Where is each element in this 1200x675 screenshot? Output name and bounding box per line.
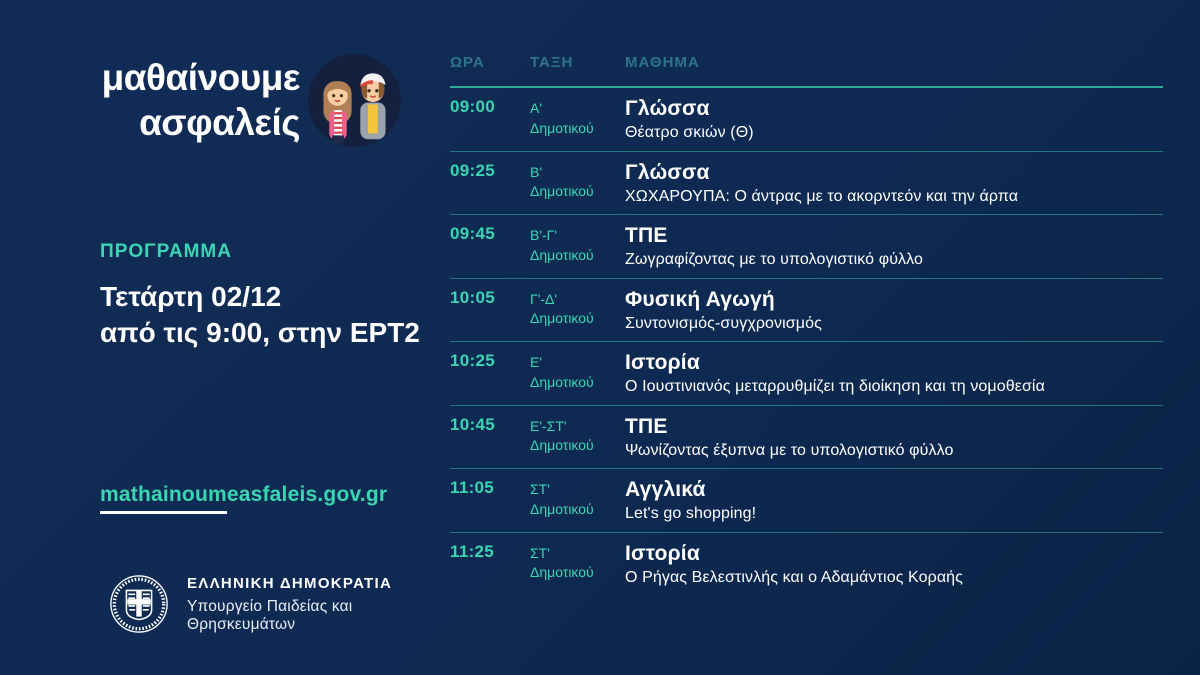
level-label: Δημοτικού — [530, 437, 594, 454]
table-row: 09:25 Β' Δημοτικού Γλώσσα ΧΩΧΑΡΟΥΠΑ: Ο ά… — [450, 152, 1163, 215]
government-footer: ΕΛΛΗΝΙΚΗ ΔΗΜΟΚΡΑΤΙΑ Υπουργείο Παιδείας κ… — [108, 572, 430, 636]
time-cell: 10:25 — [450, 351, 495, 370]
broadcast-date: Τετάρτη 02/12 — [100, 281, 282, 312]
level-label: Δημοτικού — [530, 500, 594, 517]
class-cell: Ε' Δημοτικού — [530, 351, 625, 405]
class-cell: Α' Δημοτικού — [530, 97, 625, 151]
lesson-cell: Γλώσσα Θέατρο σκιών (Θ) — [625, 97, 1163, 151]
topic-subtitle: Ψωνίζοντας έξυπνα με το υπολογιστικό φύλ… — [625, 441, 954, 459]
lesson-cell: Αγγλικά Let's go shopping! — [625, 478, 1163, 532]
topic-subtitle: Let's go shopping! — [625, 505, 757, 523]
grade-label: Β' — [530, 163, 543, 180]
schedule-table: ΩΡΑ ΤΑΞΗ ΜΑΘΗΜΑ 09:00 Α' Δημοτικού Γλώσσ… — [450, 50, 1163, 596]
subject-title: Γλώσσα — [625, 97, 710, 120]
lesson-cell: ΤΠΕ Ψωνίζοντας έξυπνα με το υπολογιστικό… — [625, 415, 1163, 469]
program-logo: μαθαίνουμε ασφαλείς — [100, 52, 403, 149]
subject-title: Ιστορία — [625, 351, 700, 374]
class-cell: Ε'-ΣΤ' Δημοτικού — [530, 415, 625, 469]
subject-title: Ιστορία — [625, 541, 700, 565]
subject-title: ΤΠΕ — [625, 414, 668, 438]
grade-label: Β'-Γ' — [530, 227, 558, 243]
table-row: 10:25 Ε' Δημοτικού Ιστορία Ο Ιουστινιανό… — [450, 342, 1163, 406]
topic-subtitle: Θέατρο σκιών (Θ) — [625, 124, 754, 142]
grade-label: Ε'-ΣΤ' — [530, 417, 567, 434]
table-row: 11:25 ΣΤ' Δημοτικού Ιστορία Ο Ρήγας Βελε… — [450, 533, 1163, 597]
time-cell: 11:25 — [450, 541, 495, 561]
footer-text: ΕΛΛΗΝΙΚΗ ΔΗΜΟΚΡΑΤΙΑ Υπουργείο Παιδείας κ… — [187, 575, 430, 634]
subject-title: Αγγλικά — [625, 478, 706, 501]
class-cell: Γ'-Δ' Δημοτικού — [530, 288, 625, 342]
time-cell: 10:45 — [450, 414, 495, 434]
level-label: Δημοτικού — [530, 373, 594, 390]
topic-subtitle: Ζωγραφίζοντας με το υπολογιστικό φύλλο — [625, 251, 924, 269]
class-cell: Β'-Γ' Δημοτικού — [530, 224, 625, 278]
lesson-cell: Ιστορία Ο Ρήγας Βελεστινλής και ο Αδαμάν… — [625, 542, 1163, 597]
girl-figure — [323, 81, 352, 144]
grade-label: ΣΤ' — [530, 544, 550, 561]
schedule-rows: 09:00 Α' Δημοτικού Γλώσσα Θέατρο σκιών (… — [450, 88, 1163, 596]
lesson-cell: Γλώσσα ΧΩΧΑΡΟΥΠΑ: Ο άντρας με το ακορντε… — [625, 161, 1163, 215]
logo-line1: μαθαίνουμε — [101, 57, 301, 99]
topic-subtitle: Ο Ρήγας Βελεστινλής και ο Αδαμάντιος Κορ… — [625, 568, 963, 586]
boy-figure — [360, 73, 386, 140]
subject-title: ΤΠΕ — [625, 224, 668, 247]
time-cell: 10:05 — [450, 287, 495, 307]
column-header-time: ΩΡΑ — [450, 54, 485, 71]
topic-subtitle: ΧΩΧΑΡΟΥΠΑ: Ο άντρας με το ακορντεόν και … — [625, 187, 1019, 205]
children-illustration-icon — [307, 53, 402, 148]
ministry-label: Υπουργείο Παιδείας και Θρησκευμάτων — [187, 597, 353, 633]
table-row: 11:05 ΣΤ' Δημοτικού Αγγλικά Let's go sho… — [450, 469, 1163, 533]
republic-label: ΕΛΛΗΝΙΚΗ ΔΗΜΟΚΡΑΤΙΑ — [187, 574, 393, 592]
grade-label: Α' — [530, 100, 543, 116]
table-row: 09:45 Β'-Γ' Δημοτικού ΤΠΕ Ζωγραφίζοντας … — [450, 215, 1163, 279]
subject-title: Γλώσσα — [625, 160, 710, 184]
time-cell: 09:00 — [450, 97, 495, 116]
lesson-cell: ΤΠΕ Ζωγραφίζοντας με το υπολογιστικό φύλ… — [625, 224, 1163, 278]
table-row: 10:05 Γ'-Δ' Δημοτικού Φυσική Αγωγή Συντο… — [450, 279, 1163, 342]
column-header-subject: ΜΑΘΗΜΑ — [625, 54, 700, 71]
class-cell: ΣΤ' Δημοτικού — [530, 542, 625, 597]
grade-label: Ε' — [530, 354, 543, 370]
time-cell: 11:05 — [450, 478, 495, 497]
time-cell: 09:45 — [450, 224, 495, 243]
topic-subtitle: Ο Ιουστινιανός μεταρρυθμίζει τη διοίκηση… — [625, 378, 1045, 396]
program-info: ΠΡΟΓΡΑΜΜΑ Τετάρτη 02/12 από τις 9:00, στ… — [100, 241, 420, 352]
topic-subtitle: Συντονισμός-συγχρονισμός — [625, 314, 822, 332]
broadcast-time-channel: από τις 9:00, στην ΕΡΤ2 — [100, 317, 420, 349]
subject-title: Φυσική Αγωγή — [625, 287, 775, 311]
sidebar: μαθαίνουμε ασφαλείς — [100, 0, 430, 675]
program-label: ΠΡΟΓΡΑΜΜΑ — [100, 241, 232, 262]
level-label: Δημοτικού — [530, 246, 594, 263]
grade-label: ΣΤ' — [530, 481, 550, 497]
lesson-cell: Φυσική Αγωγή Συντονισμός-συγχρονισμός — [625, 288, 1163, 342]
level-label: Δημοτικού — [530, 310, 594, 327]
table-row: 09:00 Α' Δημοτικού Γλώσσα Θέατρο σκιών (… — [450, 88, 1163, 152]
class-cell: Β' Δημοτικού — [530, 161, 625, 215]
level-label: Δημοτικού — [530, 183, 594, 200]
grade-label: Γ'-Δ' — [530, 290, 558, 307]
level-label: Δημοτικού — [530, 119, 594, 136]
website-link[interactable]: mathainoumeasfaleis.gov.gr — [100, 483, 387, 514]
class-cell: ΣΤ' Δημοτικού — [530, 478, 625, 532]
lesson-cell: Ιστορία Ο Ιουστινιανός μεταρρυθμίζει τη … — [625, 351, 1163, 405]
schedule-header: ΩΡΑ ΤΑΞΗ ΜΑΘΗΜΑ — [450, 50, 1163, 88]
table-row: 10:45 Ε'-ΣΤ' Δημοτικού ΤΠΕ Ψωνίζοντας έξ… — [450, 406, 1163, 469]
greek-republic-emblem-icon — [110, 575, 168, 633]
logo-wordmark: μαθαίνουμε ασφαλείς — [100, 56, 301, 145]
logo-line2: ασφαλείς — [139, 101, 300, 143]
time-cell: 09:25 — [450, 160, 495, 180]
column-header-class: ΤΑΞΗ — [530, 54, 574, 71]
level-label: Δημοτικού — [530, 564, 594, 581]
